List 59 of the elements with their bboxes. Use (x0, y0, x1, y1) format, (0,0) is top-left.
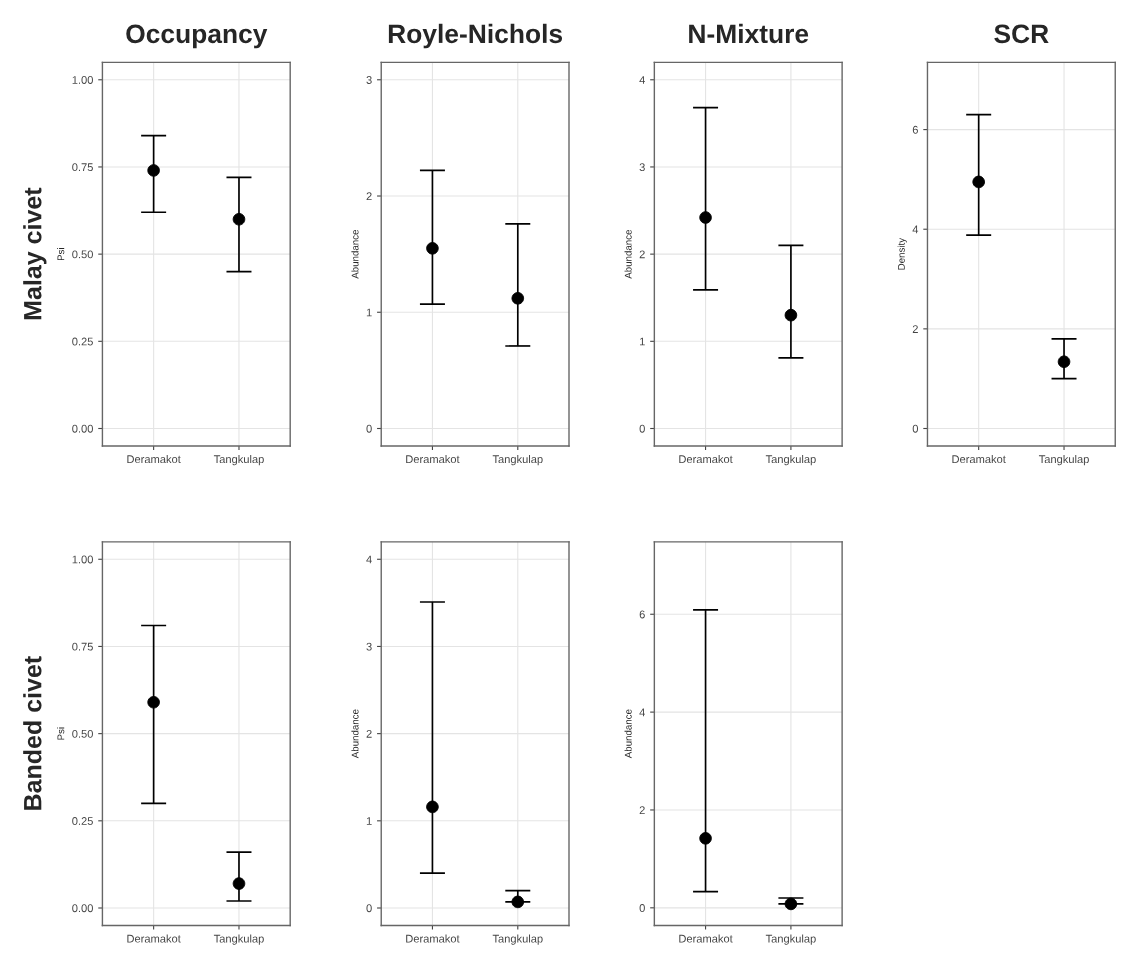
x-tick-label: Tangkulap (1038, 454, 1089, 466)
y-tick-label: 0 (366, 424, 372, 433)
x-tick-label: Deramakot (952, 454, 1006, 464)
y-tick-label: 0 (639, 424, 645, 433)
chart-title: N-Mixture (689, 23, 809, 44)
y-tick-label: 2 (366, 729, 372, 738)
y-tick-label: 3 (366, 76, 372, 84)
x-tick-label: Tangkulap (213, 454, 264, 466)
x-tick-label: Deramakot (127, 454, 181, 464)
y-tick-label: 0.00 (72, 904, 93, 913)
y-axis-title: Abundance (624, 229, 632, 279)
y-axis-title: Abundance (624, 709, 632, 759)
y-axis-title: Density (897, 237, 907, 270)
text: Malay civet (23, 187, 47, 320)
x-tick-label: Tangkulap (492, 454, 543, 466)
x-tick-label: Tangkulap (765, 454, 816, 466)
text: Banded civet (23, 656, 42, 810)
y-tick-label: 3 (366, 642, 372, 651)
y-tick-label: 2 (639, 250, 645, 259)
chart-title: SCR (994, 24, 1049, 44)
y-tick-label: 4 (639, 76, 645, 84)
y-tick-label: 2 (366, 192, 372, 201)
x-tick-label: Deramakot (127, 934, 181, 943)
y-tick-label: 0.50 (72, 729, 93, 738)
y-tick-label: 0.25 (72, 817, 93, 825)
y-tick-label: 2 (639, 806, 645, 814)
y-tick-label: 0.75 (72, 642, 93, 651)
y-axis-title: Psi (57, 727, 65, 740)
x-tick-label: Tangkulap (765, 934, 816, 945)
y-tick-label: 1 (366, 817, 372, 825)
chart-title: Occupancy (126, 24, 268, 49)
y-tick-label: 4 (639, 708, 645, 717)
y-tick-label: 1 (366, 308, 372, 317)
y-tick-label: 4 (366, 555, 372, 564)
chart-title: Royle-Nichols (388, 23, 563, 49)
y-tick-label: 0.75 (72, 163, 93, 172)
y-tick-label: 2 (912, 325, 918, 333)
y-tick-label: 0.50 (72, 250, 93, 259)
y-axis-title: Psi (57, 248, 65, 261)
y-axis-title: Abundance (351, 229, 359, 279)
x-tick-label: Deramakot (406, 454, 460, 464)
x-tick-label: Deramakot (406, 934, 460, 943)
x-tick-label: Tangkulap (213, 934, 264, 945)
x-tick-label: Tangkulap (492, 934, 543, 945)
y-tick-label: 6 (912, 125, 918, 134)
y-tick-label: 1 (639, 337, 645, 346)
y-tick-label: 0 (366, 904, 372, 913)
y-tick-label: 0 (639, 904, 645, 912)
y-tick-label: 4 (912, 225, 919, 234)
y-axis-title: Abundance (351, 709, 359, 759)
y-tick-label: 6 (639, 610, 645, 619)
y-tick-label: 1.00 (72, 555, 93, 564)
y-tick-label: 0.00 (72, 424, 93, 433)
y-tick-label: 0.25 (72, 337, 93, 346)
y-tick-label: 1.00 (72, 76, 93, 84)
y-tick-label: 0 (912, 424, 919, 433)
x-tick-label: Deramakot (679, 454, 733, 464)
y-tick-label: 3 (639, 163, 645, 172)
x-tick-label: Deramakot (679, 934, 733, 943)
